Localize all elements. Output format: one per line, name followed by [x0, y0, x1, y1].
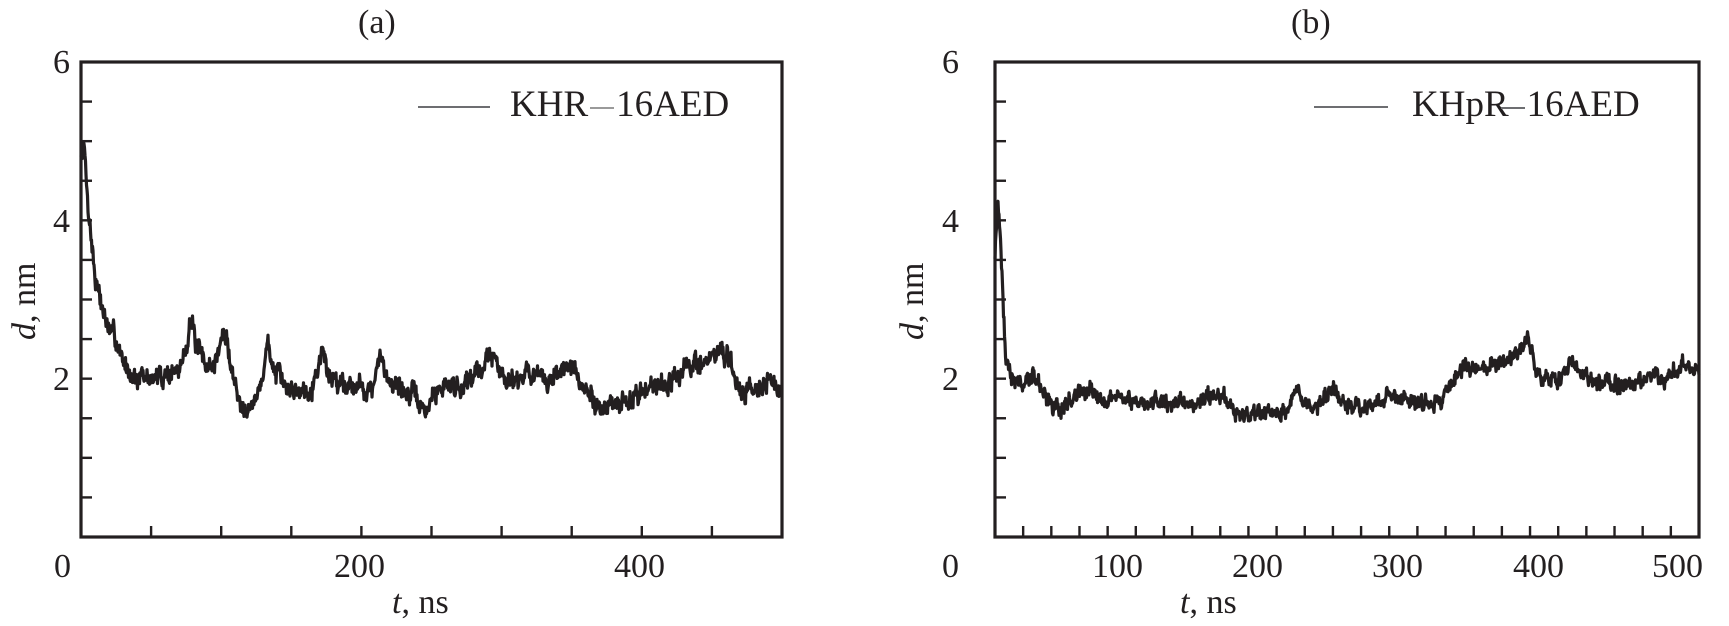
x-axis-label-b: t, ns: [1180, 586, 1237, 620]
y-tick-label-4-a: 4: [53, 203, 70, 240]
data-series-line: [993, 199, 1701, 423]
x-tick-label-400-a: 400: [614, 548, 665, 585]
x-tick-label-200-a: 200: [334, 548, 385, 585]
legend-suffix-b: 16AED: [1526, 84, 1640, 125]
x-axis-label-a: t, ns: [392, 586, 449, 620]
x-tick-label-0-a: 0: [54, 548, 71, 585]
legend-line-icon-a: [418, 106, 490, 108]
legend-dash-icon-b: [1500, 106, 1525, 109]
y-tick-label-2-a: 2: [53, 361, 70, 398]
legend-label-b: KHpR 16AED: [1412, 86, 1640, 123]
x-axis-unit-b: , ns: [1189, 584, 1237, 621]
panel-title-b: (b): [1291, 4, 1331, 41]
y-axis-var-b: d: [894, 323, 931, 340]
legend-dash-icon-a: [590, 106, 615, 109]
data-series-line: [79, 140, 784, 419]
x-axis-var-a: t: [392, 584, 402, 621]
plot-frame: [79, 60, 784, 539]
plot-area-a: [79, 60, 784, 539]
y-axis-var-a: d: [6, 323, 43, 340]
x-tick-label-200-b: 200: [1232, 548, 1283, 585]
x-axis-unit-a: , ns: [401, 584, 449, 621]
y-tick-label-2-b: 2: [942, 361, 959, 398]
x-tick-label-100-b: 100: [1092, 548, 1143, 585]
legend-suffix-a: 16AED: [616, 84, 730, 125]
y-tick-label-6-b: 6: [942, 44, 959, 81]
legend-label-a: KHR 16AED: [510, 86, 729, 123]
x-tick-label-0-b: 0: [942, 548, 959, 585]
plot-area-b: [993, 60, 1701, 539]
legend-line-icon-b: [1314, 106, 1388, 108]
legend-prefix-b: KHpR: [1412, 84, 1509, 125]
panel-title-a: (a): [358, 4, 396, 41]
y-axis-unit-a: , nm: [6, 262, 43, 323]
y-axis-unit-b: , nm: [894, 262, 931, 323]
plot-frame: [993, 60, 1701, 539]
y-tick-label-6-a: 6: [53, 44, 70, 81]
x-tick-label-500-b: 500: [1652, 548, 1703, 585]
x-tick-label-400-b: 400: [1513, 548, 1564, 585]
chart-panel-a: (a) KHR 16AED 6 4 2 0 200 400 t, ns d, nm: [0, 0, 860, 626]
y-tick-label-4-b: 4: [942, 203, 959, 240]
y-axis-label-a: d, nm: [6, 262, 43, 340]
chart-panel-b: (b) KHpR 16AED 6 4 2 0 100 200 300 400 50…: [860, 0, 1729, 626]
legend-prefix-a: KHR: [510, 84, 589, 125]
x-axis-var-b: t: [1180, 584, 1190, 621]
y-axis-label-b: d, nm: [894, 262, 931, 340]
x-tick-label-300-b: 300: [1372, 548, 1423, 585]
